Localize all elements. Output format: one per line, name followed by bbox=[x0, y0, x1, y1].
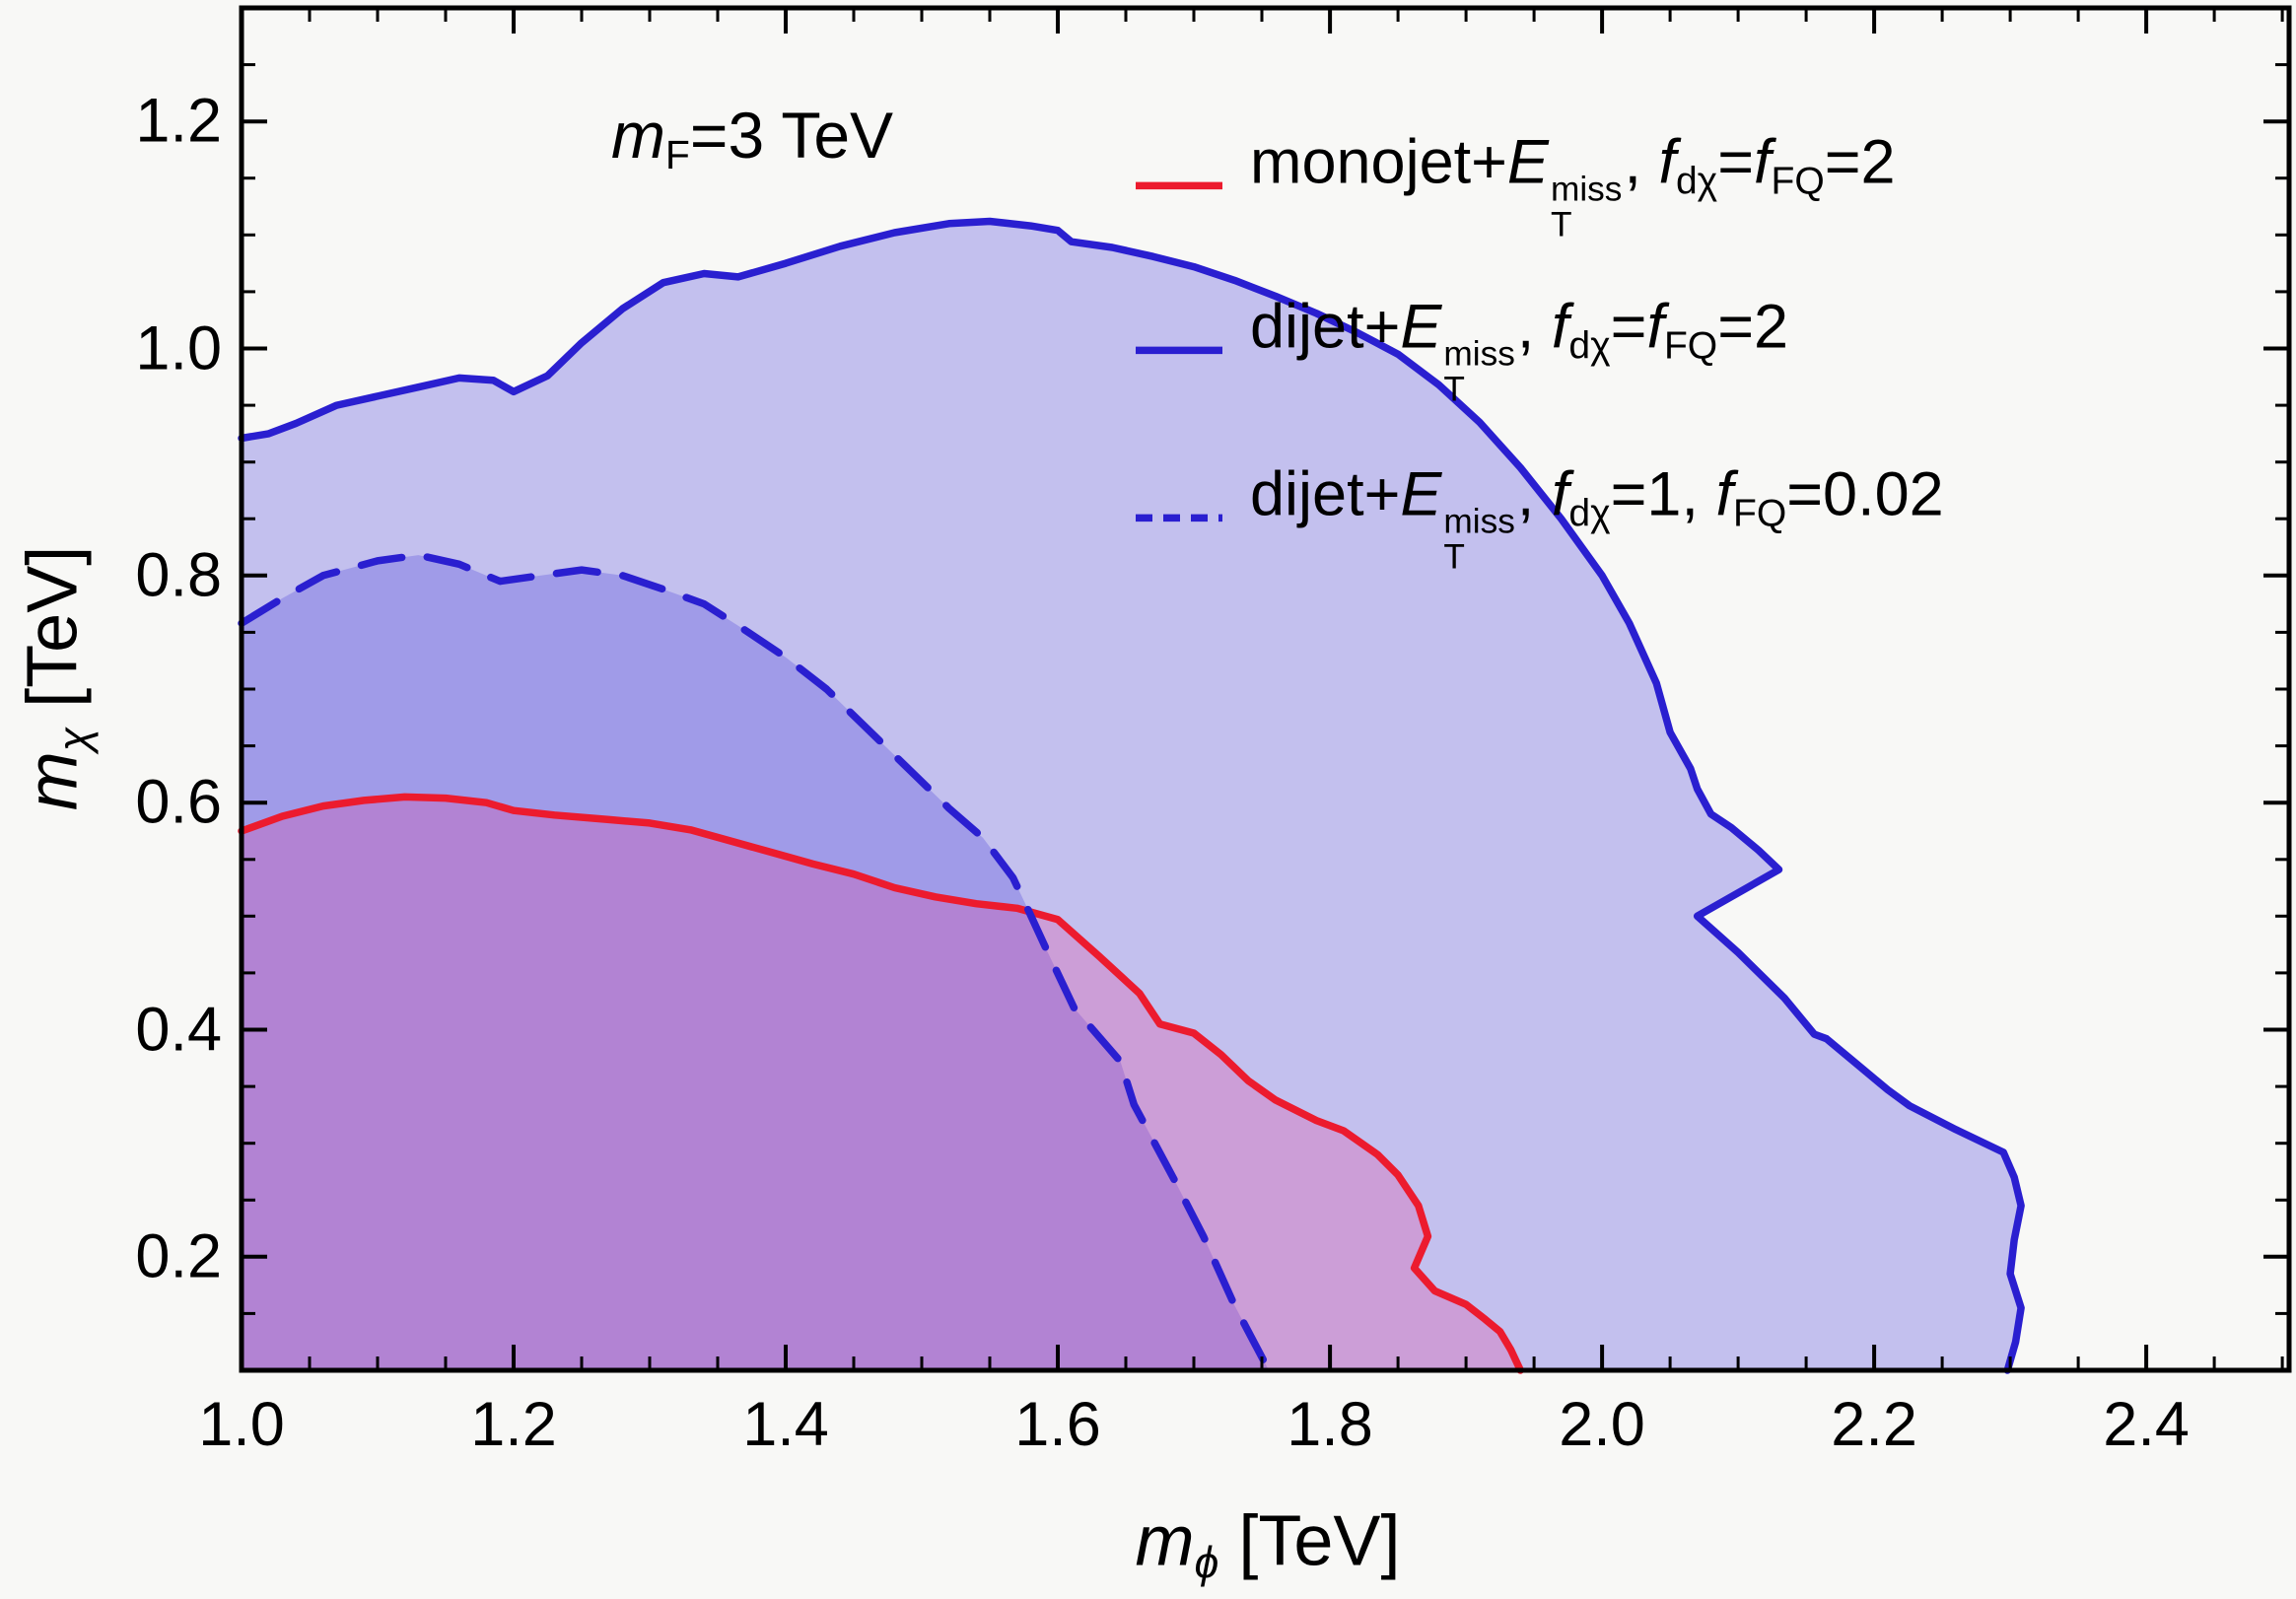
y-tick-label-0.2: 0.2 bbox=[135, 1221, 222, 1291]
x-tick-label-2.2: 2.2 bbox=[1831, 1390, 1917, 1459]
y-tick-label-1.2: 1.2 bbox=[135, 86, 222, 156]
y-tick-label-0.8: 0.8 bbox=[135, 540, 222, 610]
x-tick-label-1.0: 1.0 bbox=[198, 1390, 285, 1459]
x-tick-label-1.6: 1.6 bbox=[1014, 1390, 1101, 1459]
x-tick-label-2.0: 2.0 bbox=[1559, 1390, 1645, 1459]
dijet-solid-contour-line bbox=[238, 217, 2025, 1374]
dijet-dashed-contour-line bbox=[238, 551, 1273, 1374]
legend-label: dijet+E miss T, fdχ=1, fFQ=0.02 bbox=[1250, 459, 1944, 577]
legend-item-3: dijet+E miss T, fdχ=1, fFQ=0.02 bbox=[1134, 463, 1944, 575]
dijet-solid-region-fill bbox=[242, 221, 2022, 1370]
legend-item-2: dijet+E miss T, fdχ=fFQ=2 bbox=[1134, 296, 1788, 407]
legend-line-swatch bbox=[1134, 178, 1224, 196]
x-tick-label-1.2: 1.2 bbox=[470, 1390, 557, 1459]
x-tick-label-2.4: 2.4 bbox=[2103, 1390, 2190, 1459]
axis-ticks bbox=[240, 8, 2289, 1370]
y-tick-label-1.0: 1.0 bbox=[135, 313, 222, 382]
monojet-contour-line bbox=[238, 793, 1525, 1374]
y-tick-label-0.6: 0.6 bbox=[135, 767, 222, 837]
legend-line-swatch bbox=[1134, 511, 1224, 528]
legend-line-swatch bbox=[1134, 343, 1224, 361]
x-tick-label-1.4: 1.4 bbox=[742, 1390, 829, 1459]
y-tick-label-0.4: 0.4 bbox=[135, 995, 222, 1064]
x-tick-label-1.8: 1.8 bbox=[1287, 1390, 1373, 1459]
legend-label: monojet+E miss T, fdχ=fFQ=2 bbox=[1250, 127, 1896, 244]
legend-label: dijet+E miss T, fdχ=fFQ=2 bbox=[1250, 292, 1789, 409]
plot-annotation: mF=3 TeV bbox=[610, 98, 894, 178]
x-axis-title: mϕ [TeV] bbox=[1135, 1501, 1401, 1587]
legend-item-1: monojet+E miss T, fdχ=fFQ=2 bbox=[1134, 131, 1896, 243]
dijet-dashed-region-fill bbox=[242, 555, 1269, 1370]
